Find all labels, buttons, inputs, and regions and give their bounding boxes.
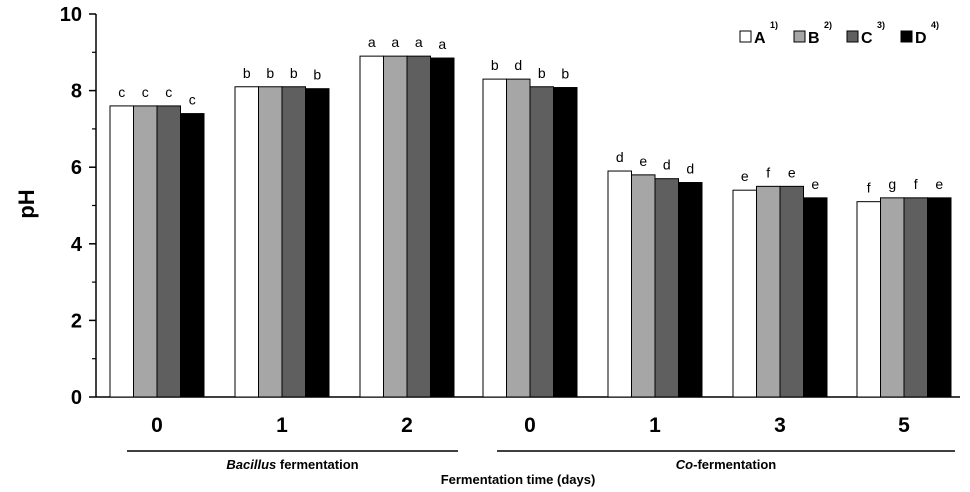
bar-B-2 xyxy=(383,55,408,398)
sig-letter-A-3: b xyxy=(491,57,499,73)
sig-letter-A-1: b xyxy=(243,65,251,81)
y-ticks: 0 2 4 6 8 10 xyxy=(60,4,96,409)
x-tick-label-3: 0 xyxy=(524,414,536,437)
y-tick-label-0: 0 xyxy=(71,387,82,409)
y-tick-label-6: 6 xyxy=(71,157,82,179)
x-tick-label-1: 1 xyxy=(276,414,288,437)
bar-D-6 xyxy=(927,197,952,398)
bar-C-4 xyxy=(654,178,679,398)
bar-D-3 xyxy=(553,87,578,398)
significance-letters: c c c cb b b ba a a ab d b bd e d d e f ee f g f e xyxy=(118,34,943,196)
sig-letter-C-2: a xyxy=(415,34,423,50)
bar-D-2 xyxy=(430,57,455,398)
sig-letter-C-3: b xyxy=(538,65,546,81)
sig-letter-C-5: e xyxy=(788,164,796,180)
bar-C-0 xyxy=(156,105,181,398)
bar-C-5 xyxy=(779,185,804,398)
bar-D-5 xyxy=(803,197,828,398)
sig-letter-B-6: g xyxy=(888,176,896,192)
x-tick-label-5: 3 xyxy=(774,414,786,437)
sig-letter-D-2: a xyxy=(438,36,446,52)
legend-sup-D: 4) xyxy=(931,20,939,30)
legend-label-D: D xyxy=(915,30,927,47)
bar-A-0 xyxy=(109,105,134,398)
bar-A-5 xyxy=(732,189,757,398)
bar-B-6 xyxy=(880,197,905,398)
y-tick-label-2: 2 xyxy=(71,310,82,332)
sig-letter-C-1: b xyxy=(290,65,298,81)
legend-sup-C: 3) xyxy=(877,20,885,30)
bar-B-0 xyxy=(133,105,158,398)
legend-swatch-D xyxy=(900,30,913,43)
group-label-italic-1: Co xyxy=(676,457,693,472)
y-tick-label-4: 4 xyxy=(71,234,83,256)
group-label-rest-0: fermentation xyxy=(276,457,358,472)
sig-letter-B-5: f xyxy=(766,164,770,180)
x-axis-title: Fermentation time (days) xyxy=(441,472,596,487)
group-brackets: Bacillus fermentation Co-fermentation xyxy=(127,450,955,472)
group-label-rest-1: -fermentation xyxy=(693,457,776,472)
bar-B-5 xyxy=(756,185,781,398)
legend-sup-A: 1) xyxy=(770,20,778,30)
bar-A-3 xyxy=(482,78,507,398)
legend: A 1) B 2) C 3) D 4) xyxy=(739,20,939,47)
sig-letter-A-4: d xyxy=(616,149,624,165)
x-tick-label-0: 0 xyxy=(151,414,163,437)
legend-sup-B: 2) xyxy=(824,20,832,30)
bars xyxy=(109,55,952,398)
sig-letter-A-2: a xyxy=(368,34,376,50)
bar-D-4 xyxy=(678,182,703,398)
bar-A-6 xyxy=(856,201,881,398)
sig-letter-A-0: c xyxy=(118,84,125,100)
sig-letter-C-0: c xyxy=(165,84,172,100)
sig-letter-A-6: f xyxy=(867,180,871,196)
group-label-italic-0: Bacillus xyxy=(226,457,276,472)
group-label-0: Bacillus fermentation xyxy=(226,457,358,472)
bar-B-3 xyxy=(506,78,531,398)
legend-swatch-B xyxy=(793,30,806,43)
y-axis-label: pH xyxy=(14,189,39,218)
sig-letter-B-4: e xyxy=(639,153,647,169)
y-tick-label-8: 8 xyxy=(71,81,82,103)
sig-letter-D-6: e xyxy=(935,176,943,192)
bar-A-4 xyxy=(607,170,632,398)
y-tick-label-10: 10 xyxy=(60,4,82,26)
legend-swatch-A xyxy=(739,30,752,43)
bar-C-3 xyxy=(529,86,554,398)
sig-letter-D-0: c xyxy=(189,92,196,108)
legend-label-A: A xyxy=(754,30,766,47)
sig-letter-C-6: f xyxy=(914,176,918,192)
sig-letter-C-4: d xyxy=(663,157,671,173)
legend-label-B: B xyxy=(808,30,820,47)
bar-D-0 xyxy=(180,113,205,398)
sig-letter-D-1: b xyxy=(313,67,321,83)
bar-C-2 xyxy=(406,55,431,398)
sig-letter-B-1: b xyxy=(266,65,274,81)
x-tick-label-2: 2 xyxy=(401,414,413,437)
sig-letter-B-3: d xyxy=(514,57,522,73)
group-label-1: Co-fermentation xyxy=(676,457,776,472)
sig-letter-D-4: d xyxy=(686,161,694,177)
bar-A-2 xyxy=(359,55,384,398)
bar-A-1 xyxy=(234,86,259,398)
x-tick-label-4: 1 xyxy=(649,414,661,437)
x-ticks: 0 1 2 0 1 3 5 xyxy=(151,414,910,437)
sig-letter-A-5: e xyxy=(741,168,749,184)
legend-swatch-C xyxy=(846,30,859,43)
sig-letter-B-0: c xyxy=(142,84,149,100)
sig-letter-D-3: b xyxy=(561,66,569,82)
legend-label-C: C xyxy=(861,30,873,47)
bar-D-1 xyxy=(305,88,330,398)
sig-letter-D-5: e xyxy=(811,176,819,192)
bar-C-6 xyxy=(903,197,928,398)
bar-C-1 xyxy=(281,86,306,398)
x-tick-label-6: 5 xyxy=(898,414,910,437)
sig-letter-B-2: a xyxy=(391,34,399,50)
bar-B-1 xyxy=(258,86,283,398)
bar-B-4 xyxy=(631,174,656,398)
